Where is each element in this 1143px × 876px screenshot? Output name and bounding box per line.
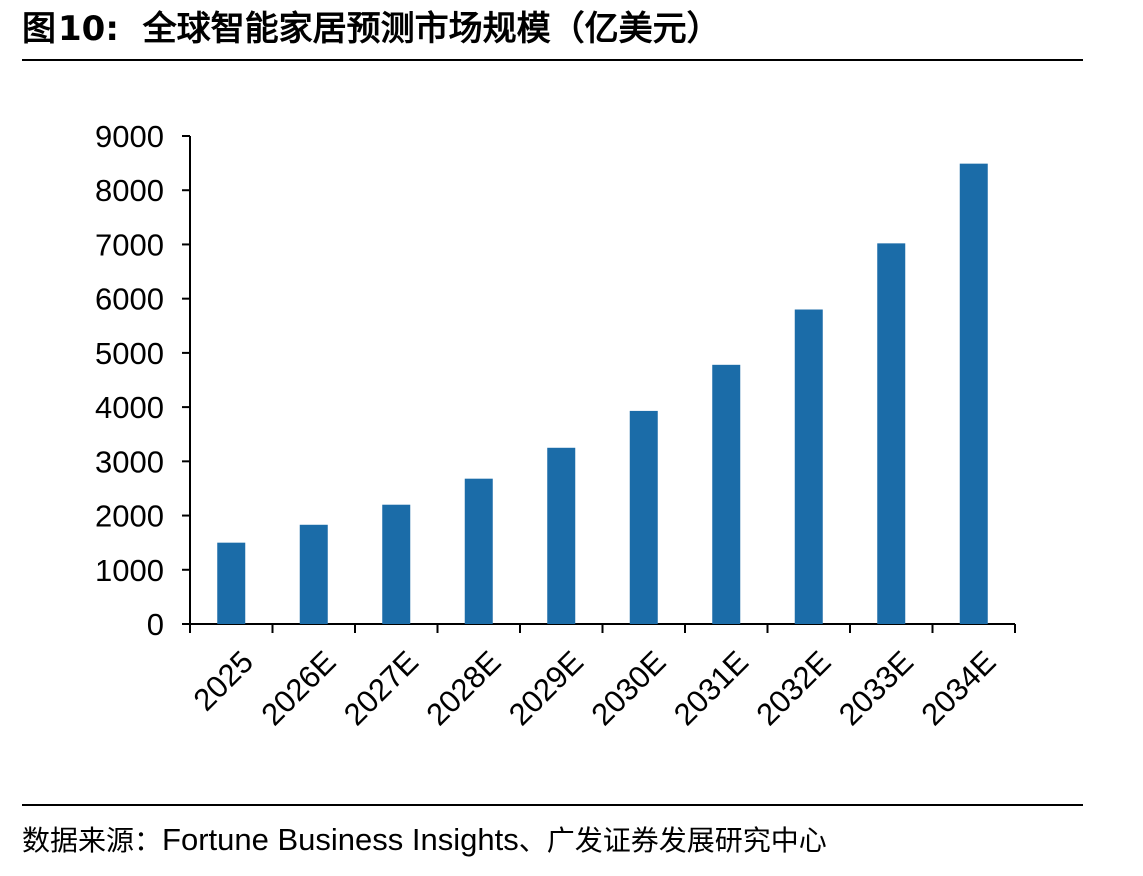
bar-2029E — [547, 447, 576, 624]
bar-2026E — [299, 524, 328, 624]
bar-2032E — [794, 309, 823, 624]
x-tick-label: 2031E — [667, 644, 755, 732]
bar-2025 — [217, 542, 246, 624]
x-tick-label: 2027E — [337, 644, 425, 732]
bottom-divider — [22, 804, 1083, 806]
source-org: 广发证券发展研究中心 — [546, 824, 827, 857]
y-tick-label: 2000 — [95, 499, 164, 534]
y-tick-label: 4000 — [95, 390, 164, 425]
top-divider — [22, 59, 1083, 61]
x-tick-label: 2030E — [584, 644, 672, 732]
x-tick-label: 2032E — [749, 644, 837, 732]
bar-2031E — [712, 364, 741, 624]
figure-label: 图 — [22, 9, 56, 49]
y-tick-label: 8000 — [95, 173, 164, 208]
y-tick-label: 7000 — [95, 227, 164, 262]
y-tick-label: 9000 — [95, 119, 164, 154]
figure-number: 10 — [58, 9, 106, 49]
bar-2030E — [629, 410, 658, 624]
x-tick-label: 2026E — [254, 644, 342, 732]
source-note: 数据来源：Fortune Business Insights、广发证券发展研究中… — [22, 818, 827, 862]
bar-2034E — [959, 163, 988, 625]
source-separator: 、 — [518, 824, 547, 857]
bar-2028E — [464, 478, 493, 624]
y-tick-label: 3000 — [95, 444, 164, 479]
y-tick-label: 6000 — [95, 282, 164, 317]
x-tick-label: 2034E — [914, 644, 1002, 732]
bar-2033E — [877, 243, 906, 625]
bar-2027E — [382, 504, 411, 624]
bar-chart: 0 1000 2000 3000 4000 5000 6000 7000 8000 9000 202… — [95, 119, 1016, 732]
x-tick-label: 2029E — [502, 644, 590, 732]
source-text: Fortune Business Insights — [162, 822, 519, 857]
x-tick-label: 2033E — [832, 644, 920, 732]
y-tick-label: 5000 — [95, 336, 164, 371]
figure-separator: : — [105, 9, 119, 49]
y-tick-label: 0 — [147, 607, 164, 642]
figure-title: 图10: 全球智能家居预测市场规模（亿美元） — [22, 4, 721, 54]
source-label: 数据来源： — [22, 824, 163, 857]
chart-title: 全球智能家居预测市场规模（亿美元） — [142, 9, 721, 49]
x-tick-label: 2025 — [187, 644, 261, 718]
x-tick-label: 2028E — [419, 644, 507, 732]
y-tick-label: 1000 — [95, 553, 164, 588]
